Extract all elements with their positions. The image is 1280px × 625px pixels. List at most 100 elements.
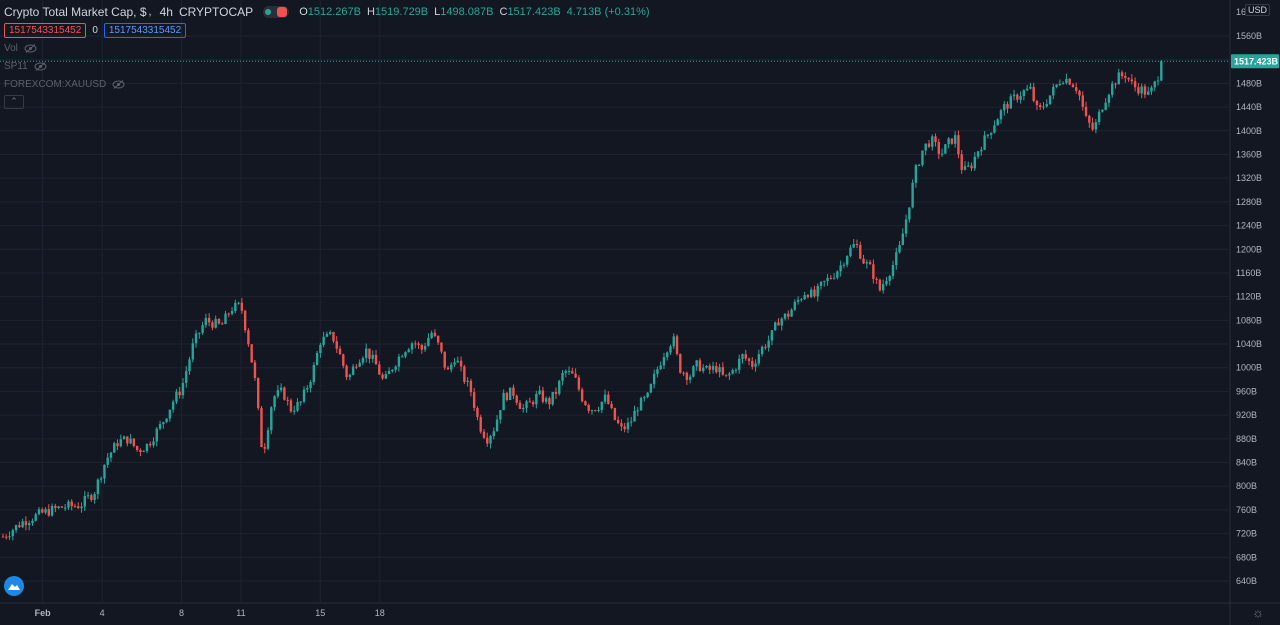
y-tick-label: 1360B [1236, 149, 1262, 159]
candle-body [306, 388, 309, 390]
candle-body [754, 363, 757, 367]
tradingview-logo[interactable] [4, 576, 24, 596]
candle-body [672, 336, 675, 347]
candle-body [34, 514, 37, 521]
candle-body [113, 443, 116, 453]
candle-body [721, 367, 725, 375]
eye-hidden-icon[interactable] [112, 80, 125, 89]
candle-body [1075, 87, 1078, 91]
candle-body [1140, 86, 1143, 94]
buy-button[interactable]: 1517543315452 [103, 23, 187, 38]
candle-body [391, 369, 394, 372]
x-tick-label: 15 [315, 608, 325, 618]
candle-body [345, 365, 348, 378]
candle-body [279, 387, 283, 391]
candle-body [368, 348, 371, 359]
indicator-sp11-label: SP11 [4, 61, 28, 72]
collapse-legend-button[interactable]: ⌃ [4, 95, 24, 109]
candle-body [656, 369, 659, 374]
indicator-xauusd[interactable]: FOREXCOM:XAUUSD [4, 79, 125, 90]
candle-body [764, 346, 767, 348]
candle-body [178, 391, 181, 396]
candle-body [371, 354, 374, 359]
candle-body [643, 397, 646, 399]
candle-body [21, 521, 24, 528]
candle-body [381, 374, 384, 379]
candle-body [839, 265, 842, 272]
candle-body [688, 376, 692, 380]
indicator-vol[interactable]: Vol [4, 43, 37, 54]
candle-body [787, 313, 790, 317]
x-tick-label: 11 [236, 608, 245, 618]
candle-body [237, 302, 240, 304]
sell-button[interactable]: 1517543315452 [4, 23, 87, 38]
candle-body [620, 423, 623, 427]
candle-body [845, 256, 849, 265]
interval-label[interactable]: 4h [159, 5, 173, 19]
candle-body [139, 449, 142, 453]
candle-body [86, 495, 90, 497]
candle-body [872, 264, 875, 279]
candle-body [734, 369, 738, 371]
candle-body [731, 370, 734, 374]
candle-body [947, 138, 950, 145]
candle-body [41, 509, 44, 513]
price-axis-panel [1230, 0, 1280, 625]
candle-body [917, 164, 921, 166]
candle-body [1101, 109, 1104, 112]
candle-body [682, 372, 685, 374]
candle-body [777, 322, 780, 326]
candle-body [826, 277, 829, 281]
eye-hidden-icon[interactable] [24, 44, 37, 53]
candle-body [335, 341, 338, 349]
candle-body [407, 349, 410, 353]
currency-button[interactable]: USD [1245, 4, 1271, 16]
candle-body [950, 138, 954, 144]
candle-body [813, 289, 816, 297]
candle-body [1104, 102, 1107, 110]
market-open-dot-icon [265, 9, 272, 15]
candle-body [711, 366, 715, 370]
eye-hidden-icon[interactable] [34, 62, 47, 71]
candle-body [1137, 87, 1140, 94]
candle-body [989, 132, 993, 135]
candle-body [538, 390, 541, 394]
candle-body [502, 392, 505, 411]
candle-body [1068, 78, 1071, 85]
candle-body [486, 437, 489, 444]
market-status-toggle[interactable] [263, 6, 290, 18]
candle-body [374, 354, 378, 365]
candle-body [1055, 84, 1058, 87]
low-value: 1498.087B [440, 6, 494, 18]
candle-body [217, 319, 221, 324]
candle-body [198, 332, 201, 334]
candle-body [250, 344, 253, 363]
candle-body [309, 382, 312, 389]
candle-body [384, 374, 388, 379]
candle-body [692, 366, 695, 377]
candle-body [332, 332, 335, 342]
candle-body [1150, 87, 1153, 92]
candle-body [90, 495, 93, 500]
candle-body [996, 119, 999, 126]
indicator-sp11[interactable]: SP11 [4, 61, 47, 72]
candle-body [404, 352, 407, 357]
candle-body [400, 356, 404, 358]
candle-body [319, 344, 322, 353]
candle-body [976, 151, 980, 157]
order-row: 1517543315452 0 1517543315452 [4, 23, 192, 38]
candle-body [463, 366, 466, 382]
y-tick-label: 880B [1236, 434, 1257, 444]
candle-body [1153, 81, 1156, 88]
candle-body [96, 479, 100, 495]
candle-body [679, 354, 682, 373]
candle-body [574, 373, 577, 378]
candle-body [14, 525, 18, 531]
candle-body [548, 398, 551, 405]
symbol-title[interactable]: Crypto Total Market Cap, $ [4, 5, 147, 19]
candle-body [646, 392, 649, 398]
candle-body [479, 416, 482, 432]
candle-body [901, 233, 905, 246]
settings-gear-icon[interactable]: ☼ [1252, 605, 1264, 620]
